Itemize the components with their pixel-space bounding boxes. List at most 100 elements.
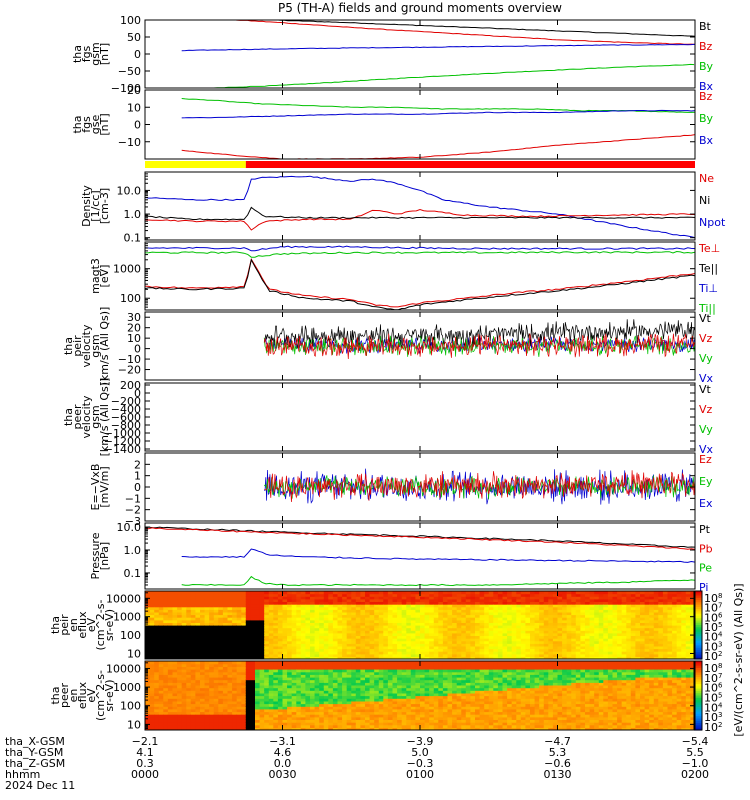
- x-tick-label: 0.0: [274, 757, 292, 770]
- x-tick-label: 0100: [406, 768, 434, 781]
- panel-temperature: 1000 100 magt3[eV] Te⊥ Te|| Ti⊥ Ti||: [89, 241, 720, 315]
- y-axis-label: magt3: [89, 258, 102, 294]
- legend-vx: Vx: [699, 372, 714, 385]
- series-line-vz: [263, 333, 695, 360]
- panel-frame: [144, 382, 696, 452]
- series-group: [181, 98, 695, 159]
- colorbar-frame: [693, 590, 703, 660]
- series-line-pe: [181, 575, 695, 587]
- status-segment: [245, 161, 696, 168]
- y-axis-label: [eV]: [98, 265, 111, 288]
- y-tick-label: −100: [111, 82, 141, 95]
- legend-ne: Ne: [699, 172, 714, 185]
- y-axis-label: tha: [71, 45, 84, 63]
- y-tick-label: 20: [127, 322, 141, 335]
- y-axis-label: velocity: [80, 324, 93, 367]
- y-tick-label: −200: [111, 395, 141, 408]
- y-tick-label: −1: [125, 492, 141, 505]
- x-tick-label: 4.1: [136, 746, 154, 759]
- x-tick-label: 4.6: [274, 746, 292, 759]
- y-tick-label: −20: [118, 364, 141, 377]
- legend-pi: Pi: [699, 581, 708, 594]
- legend-ni: Ni: [699, 194, 710, 207]
- y-axis-label: [nT]: [98, 113, 111, 135]
- series-line-pi: [181, 548, 695, 563]
- y-tick-label: 100: [120, 700, 141, 713]
- y-axis-label: peir: [71, 335, 84, 357]
- x-tick-label: 0030: [269, 768, 297, 781]
- legend-by: By: [699, 60, 714, 73]
- y-axis-label: peir: [58, 614, 71, 636]
- x-axis-labels: tha_X-GSM −2.1 −3.1 −3.9 −4.7 −5.4 tha_Y-GSM 4.…: [5, 735, 709, 792]
- panel-frame: [144, 522, 696, 590]
- y-tick-label: 100: [120, 292, 141, 305]
- y-axis-label: [nPa]: [98, 542, 111, 570]
- y-axis-label: sr-eV): [103, 609, 116, 641]
- y-axis-label: eflux: [76, 611, 89, 639]
- y-tick-label: 10.0: [117, 521, 142, 534]
- y-axis-label: eV: [85, 617, 98, 632]
- y-tick-label: −50: [118, 65, 141, 78]
- series-group: [145, 245, 695, 310]
- y-tick-label: 0.1: [124, 232, 142, 245]
- series-line-pb: [145, 527, 695, 550]
- y-tick-label: −2: [125, 504, 141, 517]
- x-tick-label: −3.9: [407, 735, 434, 748]
- colorbar-tick-label: 108: [704, 662, 722, 675]
- y-tick-label: 0: [134, 481, 141, 494]
- panel-efield: 210−1−2−3 E=−VxB[mV/m] Ez Ey Ex: [89, 452, 713, 528]
- colorbar-frame: [693, 660, 703, 731]
- y-axis-label: gsm: [89, 334, 102, 357]
- colorbar-tick-label: 105: [704, 621, 722, 634]
- y-tick-label: 10: [127, 647, 141, 660]
- legend-npot: Npot: [699, 216, 726, 229]
- y-axis-label: Pressure: [89, 532, 102, 579]
- y-tick-label: 1.0: [124, 544, 142, 557]
- y-tick-label: 1: [134, 470, 141, 483]
- legend-vt: Vt: [699, 383, 712, 396]
- x-tick-label: 0000: [131, 768, 159, 781]
- y-tick-label: 1000: [113, 611, 141, 624]
- y-tick-label: 50: [127, 31, 141, 44]
- x-tick-label: 0130: [544, 768, 572, 781]
- legend-ey: Ey: [699, 475, 713, 488]
- y-axis-label: [km/s (All Qs)]: [98, 378, 111, 457]
- orbit-row-label: tha_X-GSM: [5, 735, 65, 748]
- legend-ti: Ti⊥: [698, 282, 718, 295]
- y-axis-label: gsm: [89, 42, 102, 65]
- legend-te: Te||: [698, 262, 718, 275]
- y-tick-label: 10: [127, 101, 141, 114]
- x-tick-label: −5.4: [682, 735, 709, 748]
- y-axis-label: velocity: [80, 395, 93, 438]
- y-axis-label: (cm^2-s-: [94, 600, 107, 651]
- x-tick-label: −0.6: [544, 757, 571, 770]
- y-tick-label: −1200: [104, 435, 141, 448]
- series-group: [145, 175, 695, 239]
- y-axis-label: en: [67, 689, 80, 703]
- series-line-by: [181, 98, 695, 113]
- series-line-ti: [145, 250, 695, 258]
- panel-pressure: 10.0 1.0 0.1 Pressure[nPa] Pt Pb Pe Pi: [89, 521, 713, 594]
- legend-pb: Pb: [699, 542, 713, 555]
- series-line-ti: [145, 245, 695, 252]
- y-tick-label: −1000: [104, 427, 141, 440]
- series-group: [181, 20, 695, 88]
- y-axis-label: [mV/m]: [98, 466, 111, 507]
- y-tick-label: 1.0: [124, 208, 142, 221]
- y-axis-label: sr-eV): [103, 679, 116, 711]
- series-line-pt: [145, 526, 695, 548]
- y-tick-label: 200: [120, 379, 141, 392]
- y-axis-label: [km/s (All Qs)]: [98, 307, 111, 386]
- panel-frame: [144, 89, 696, 160]
- y-tick-label: −3: [125, 515, 141, 528]
- legend-vz: Vz: [699, 403, 713, 416]
- legend-vy: Vy: [699, 352, 713, 365]
- series-line-ne: [145, 208, 695, 231]
- heatmap-cells: [145, 661, 695, 730]
- colorbar-tick-label: 102: [704, 721, 722, 734]
